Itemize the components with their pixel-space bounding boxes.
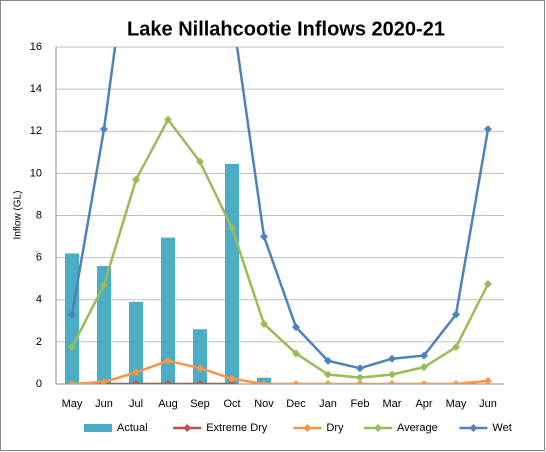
bar <box>160 237 176 384</box>
marker <box>484 125 492 134</box>
marker <box>68 343 76 352</box>
x-tick-label: Jun <box>479 398 497 410</box>
legend-marker <box>303 424 312 432</box>
legend-label: Actual <box>117 422 148 434</box>
bar <box>224 163 240 384</box>
marker <box>324 380 332 384</box>
chart-title: Lake Nillahcootie Inflows 2020-21 <box>127 18 445 40</box>
marker <box>196 380 204 384</box>
legend-label: Extreme Dry <box>206 422 268 434</box>
marker <box>164 356 172 365</box>
x-tick-label: Mar <box>383 398 402 410</box>
x-tick-label: Apr <box>415 398 432 410</box>
y-tick-label: 6 <box>36 252 42 264</box>
marker <box>388 380 396 384</box>
marker <box>100 125 108 134</box>
x-tick-label: Jun <box>95 398 113 410</box>
marker <box>388 354 396 363</box>
marker <box>196 364 204 373</box>
y-tick-label: 0 <box>36 378 42 390</box>
marker <box>228 224 236 233</box>
series-layer <box>64 47 492 384</box>
legend-marker <box>374 424 382 432</box>
marker <box>420 380 428 384</box>
marker <box>420 363 428 372</box>
line <box>70 47 490 370</box>
marker <box>356 364 364 373</box>
bar <box>64 253 80 384</box>
y-tick-label: 2 <box>36 336 42 348</box>
marker <box>132 368 140 377</box>
x-tick-label: May <box>446 398 467 410</box>
x-tick-label: May <box>62 398 83 410</box>
legend-swatch <box>84 424 112 432</box>
marker <box>356 373 364 382</box>
marker <box>324 356 332 365</box>
line <box>71 359 489 384</box>
marker <box>356 380 364 384</box>
marker <box>100 377 108 384</box>
y-tick-label: 4 <box>36 294 42 306</box>
y-axis-label: Inflow (GL) <box>13 191 24 240</box>
x-tick-label: Jul <box>129 398 143 410</box>
marker <box>100 281 108 290</box>
marker <box>68 380 76 384</box>
x-tick-label: Nov <box>254 398 274 410</box>
marker <box>260 232 268 241</box>
legend-label: Wet <box>492 422 511 434</box>
bar <box>96 266 112 384</box>
x-tick-label: Sep <box>190 398 210 410</box>
marker <box>228 374 236 383</box>
marker <box>292 380 300 384</box>
line <box>70 117 490 379</box>
bar <box>128 301 144 384</box>
legend-marker <box>469 424 478 432</box>
marker <box>260 380 268 384</box>
marker <box>196 157 204 166</box>
marker <box>292 349 300 358</box>
y-tick-label: 10 <box>30 167 42 179</box>
marker <box>484 279 492 288</box>
y-tick-label: 12 <box>30 125 42 137</box>
x-tick-label: Dec <box>286 398 306 410</box>
marker <box>164 380 172 384</box>
marker <box>132 380 140 384</box>
marker <box>292 323 300 332</box>
legend-label: Average <box>397 422 438 434</box>
marker <box>452 380 460 384</box>
marker <box>132 175 140 184</box>
marker <box>452 343 460 352</box>
marker <box>452 310 460 319</box>
bar <box>192 329 208 384</box>
x-tick-label: Aug <box>158 398 178 410</box>
marker <box>388 370 396 379</box>
y-tick-label: 14 <box>30 83 42 95</box>
marker <box>324 370 332 379</box>
y-tick-label: 16 <box>30 41 42 53</box>
marker <box>164 115 172 124</box>
y-tick-label: 8 <box>36 209 42 221</box>
x-tick-label: Jan <box>319 398 337 410</box>
x-tick-label: Feb <box>351 398 370 410</box>
x-tick-label: Oct <box>223 398 240 410</box>
legend-marker <box>183 424 192 432</box>
marker <box>420 351 428 360</box>
marker <box>68 310 76 319</box>
marker <box>260 319 268 328</box>
marker <box>484 376 492 384</box>
legend-label: Dry <box>326 422 344 434</box>
